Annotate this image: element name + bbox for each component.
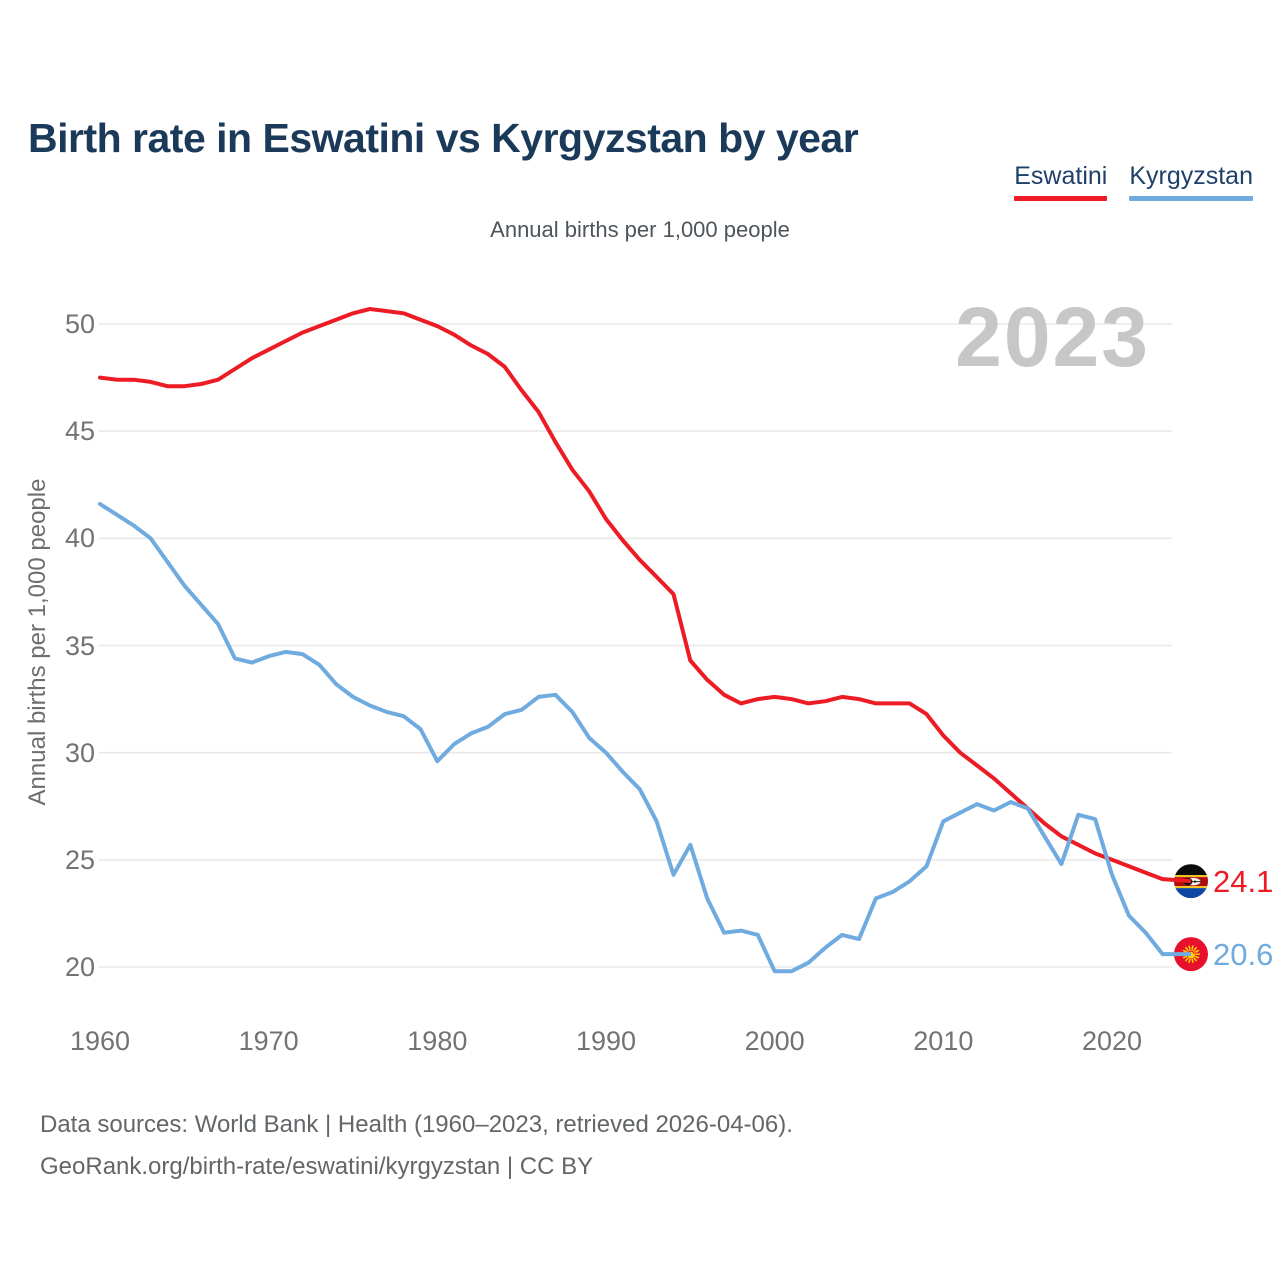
legend-item-eswatini[interactable]: Eswatini [1014,162,1108,201]
y-tick-label-35: 35 [64,630,95,661]
x-tick-label-2020: 2020 [1081,1026,1143,1056]
footer-sources-line: Data sources: World Bank | Health (1960–… [40,1111,793,1138]
eswatini-flag-icon [1174,864,1208,899]
legend-color-bar-eswatini [1014,196,1108,201]
watermark-year: 2023 [955,290,1150,384]
x-tick-label-2010: 2010 [913,1026,974,1056]
x-tick-label-1980: 1980 [407,1026,468,1056]
x-tick-label-1960: 1960 [69,1026,131,1056]
y-tick-label-50: 50 [64,309,95,339]
footer-attribution-line: GeoRank.org/birth-rate/eswatini/kyrgyzst… [40,1153,594,1180]
series-line-eswatini [98,307,1165,882]
chart-subtitle: Annual births per 1,000 people [490,217,790,242]
y-tick-label-30: 30 [64,737,95,768]
legend-label-eswatini: Eswatini [1014,162,1108,190]
x-tick-label-2000: 2000 [744,1026,805,1056]
x-tick-label-1970: 1970 [238,1026,299,1056]
y-tick-label-20: 20 [64,952,95,982]
x-tick-label-1990: 1990 [575,1026,637,1056]
y-tick-label-45: 45 [64,416,95,447]
page-title: Birth rate in Eswatini vs Kyrgyzstan by … [28,115,859,162]
end-value-label-kyrgyzstan: 20.6 [1213,937,1274,972]
y-tick-label-25: 25 [64,844,95,875]
legend-color-bar-kyrgyzstan [1129,196,1253,201]
end-value-label-eswatini: 24.1 [1213,864,1274,899]
series-line-kyrgyzstan [98,502,1165,974]
legend-item-kyrgyzstan[interactable]: Kyrgyzstan [1129,162,1253,201]
legend-label-kyrgyzstan: Kyrgyzstan [1129,162,1253,190]
y-tick-label-40: 40 [64,523,95,554]
footer: Data sources: World Bank | Health (1960–… [40,1104,1140,1188]
legend: Eswatini Kyrgyzstan [1014,162,1253,201]
